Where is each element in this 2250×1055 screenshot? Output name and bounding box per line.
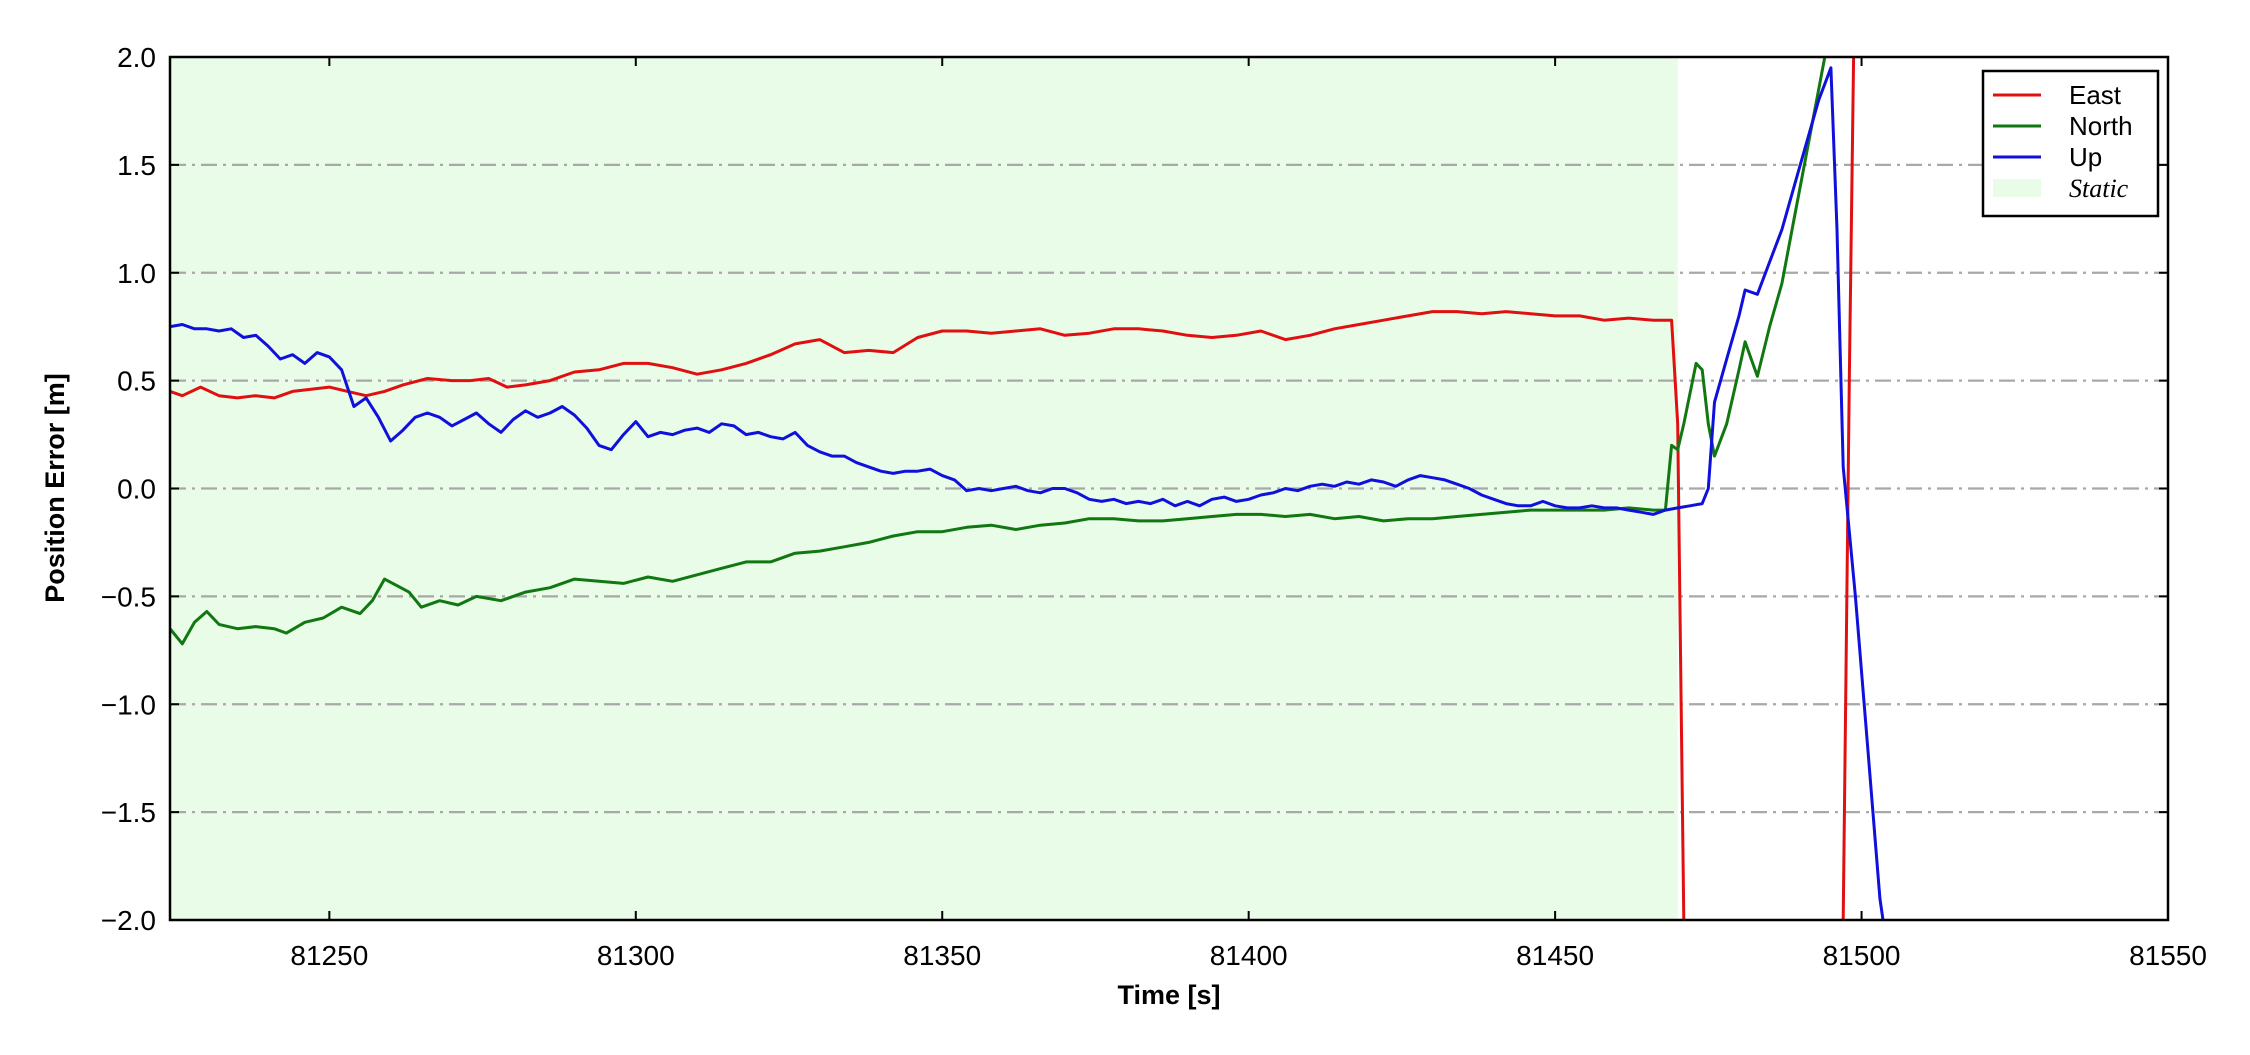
- y-tick-label: −1.0: [101, 689, 156, 720]
- y-tick-label: −2.0: [101, 905, 156, 936]
- series-line-east: [170, 310, 1686, 920]
- x-tick-label: 81350: [903, 940, 981, 971]
- series-line-up: [170, 66, 1885, 920]
- y-tick-label: −0.5: [101, 581, 156, 612]
- x-tick-label: 81250: [290, 940, 368, 971]
- y-tick-label: 1.5: [117, 150, 156, 181]
- legend-label-static: Static: [2069, 174, 2129, 203]
- x-tick-label: 81400: [1210, 940, 1288, 971]
- x-tick-label: 81300: [597, 940, 675, 971]
- x-axis-title: Time [s]: [1117, 980, 1220, 1010]
- x-tick-label: 81450: [1516, 940, 1594, 971]
- y-tick-label: 0.5: [117, 366, 156, 397]
- legend-label-east: East: [2069, 80, 2122, 110]
- legend-swatch-static: [1993, 179, 2041, 197]
- legend-label-up: Up: [2069, 142, 2102, 172]
- series-line-north: [170, 57, 1827, 646]
- y-tick-label: −1.5: [101, 797, 156, 828]
- x-tick-label: 81550: [2129, 940, 2207, 971]
- x-tick-label: 81500: [1823, 940, 1901, 971]
- y-axis-title: Position Error [m]: [40, 373, 70, 603]
- y-tick-label: 1.0: [117, 258, 156, 289]
- series-line-east-segment: [1841, 57, 1856, 920]
- legend-label-north: North: [2069, 111, 2133, 141]
- y-tick-label: 2.0: [117, 42, 156, 73]
- y-tick-label: 0.0: [117, 474, 156, 505]
